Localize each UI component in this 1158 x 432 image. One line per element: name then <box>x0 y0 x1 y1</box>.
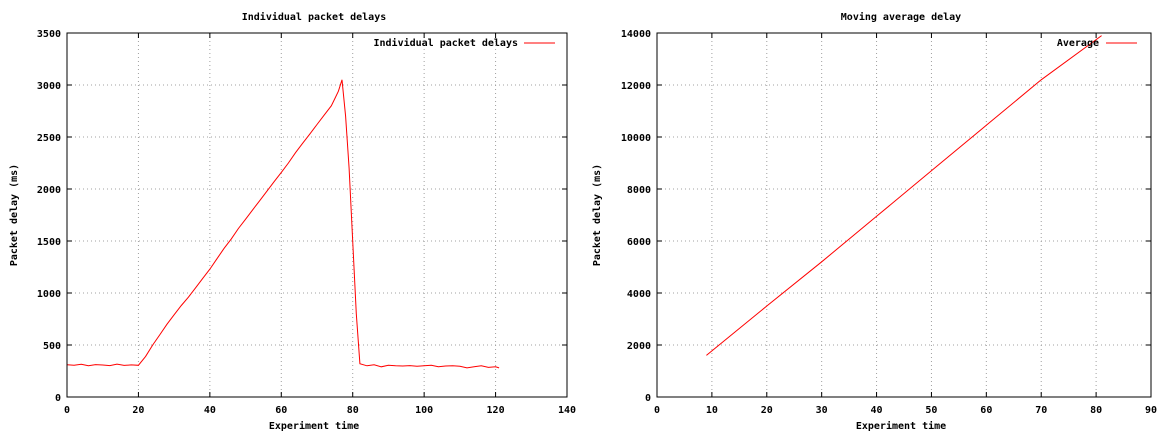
chart-2-x-tick-label: 60 <box>980 405 992 416</box>
chart-2-x-tick-label: 30 <box>816 405 828 416</box>
chart-2-x-ticks: 0 10 20 30 40 50 60 70 80 90 <box>654 33 1157 416</box>
chart-1-x-ticks: 0 20 40 60 80 100 120 140 <box>64 33 576 416</box>
chart-2-y-tick-label: 0 <box>645 393 651 404</box>
chart-1-y-tick-label: 1500 <box>37 237 61 248</box>
chart-2-x-tick-label: 50 <box>925 405 937 416</box>
chart-2-y-ticks: 0 2000 4000 6000 8000 10000 12000 14000 <box>621 29 1151 404</box>
chart-2-y-tick-label: 14000 <box>621 29 651 40</box>
chart-2-x-tick-label: 90 <box>1145 405 1157 416</box>
chart-1-x-tick-label: 140 <box>558 405 576 416</box>
chart-1-x-tick-label: 100 <box>415 405 433 416</box>
chart-2-series <box>706 35 1102 356</box>
chart-1-legend-label: Individual packet delays <box>374 37 519 49</box>
chart-2-y-tick-label: 10000 <box>621 133 651 144</box>
chart-2-x-tick-label: 20 <box>761 405 773 416</box>
chart-panel-2: Moving average delay 0 10 20 30 40 50 60 70 80 90… <box>592 11 1157 432</box>
chart-2-x-tick-label: 40 <box>871 405 883 416</box>
chart-2-legend: Average <box>1057 38 1137 49</box>
chart-1-x-tick-label: 120 <box>487 405 505 416</box>
chart-2-y-tick-label: 2000 <box>627 341 651 352</box>
chart-2-y-tick-label: 12000 <box>621 81 651 92</box>
chart-2-x-tick-label: 0 <box>654 405 660 416</box>
chart-1-series-line <box>66 79 500 369</box>
chart-2-x-tick-label: 70 <box>1035 405 1047 416</box>
chart-1-x-tick-label: 60 <box>275 405 287 416</box>
chart-1-x-tick-label: 80 <box>347 405 359 416</box>
chart-2-gridlines <box>657 33 1151 397</box>
chart-2-series-line <box>706 35 1102 356</box>
chart-1-gridlines <box>67 33 567 397</box>
chart-2-y-tick-label: 8000 <box>627 185 651 196</box>
chart-1-y-tick-label: 0 <box>55 393 61 404</box>
chart-1-x-axis-label: Experiment time <box>269 420 359 432</box>
chart-1-y-tick-label: 1000 <box>37 289 61 300</box>
chart-2-x-tick-label: 10 <box>706 405 718 416</box>
chart-1-series <box>66 79 500 369</box>
chart-1-x-tick-label: 40 <box>204 405 216 416</box>
chart-2-title: Moving average delay <box>841 11 961 23</box>
chart-2-y-tick-label: 4000 <box>627 289 651 300</box>
chart-1-y-tick-label: 3000 <box>37 81 61 92</box>
chart-1-plot-frame <box>66 32 568 398</box>
chart-1-title: Individual packet delays <box>242 11 387 23</box>
chart-1-legend: Individual packet delays <box>374 37 555 49</box>
chart-1-x-tick-label: 20 <box>132 405 144 416</box>
chart-1-y-tick-label: 500 <box>43 341 61 352</box>
chart-1-x-tick-label: 0 <box>64 405 70 416</box>
chart-2-x-axis-label: Experiment time <box>856 420 946 432</box>
chart-2-x-tick-label: 80 <box>1090 405 1102 416</box>
chart-1-y-axis-label: Packet delay (ms) <box>9 164 20 266</box>
chart-2-y-tick-label: 6000 <box>627 237 651 248</box>
chart-1-y-tick-label: 3500 <box>37 29 61 40</box>
chart-1-y-tick-label: 2000 <box>37 185 61 196</box>
chart-2-legend-label: Average <box>1057 38 1099 49</box>
chart-1-y-tick-label: 2500 <box>37 133 61 144</box>
chart-2-y-axis-label: Packet delay (ms) <box>592 164 603 266</box>
chart-2-plot-frame <box>656 32 1152 398</box>
chart-panel-1: Individual packet delays 0 20 40 60 80 100 120… <box>9 11 576 432</box>
